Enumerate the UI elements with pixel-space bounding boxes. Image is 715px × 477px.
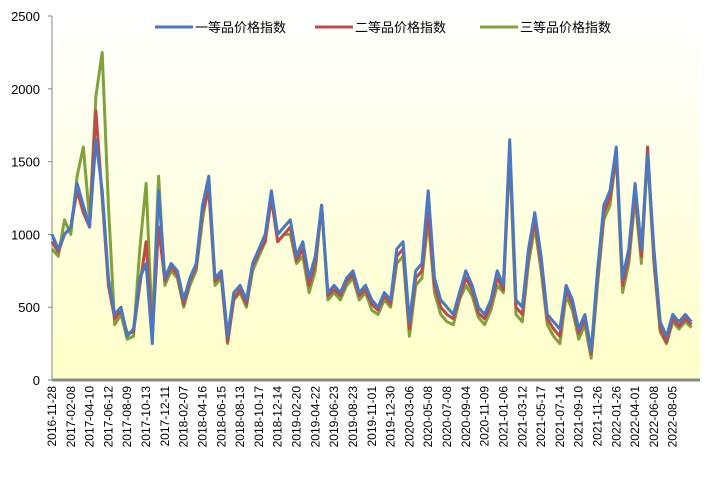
x-tick-label: 2017-12-11 — [158, 386, 172, 447]
y-tick-label: 0 — [33, 373, 40, 388]
y-tick-label: 2000 — [11, 82, 40, 97]
x-tick-label: 2020-07-08 — [440, 386, 454, 448]
x-tick-label: 2021-09-10 — [572, 386, 586, 448]
x-tick-label: 2021-07-14 — [553, 386, 567, 448]
legend-label: 一等品价格指数 — [195, 20, 286, 35]
x-tick-label: 2020-05-08 — [421, 386, 435, 448]
x-tick-label: 2018-02-07 — [177, 386, 191, 448]
legend-label: 三等品价格指数 — [520, 20, 611, 35]
x-tick-label: 2017-02-08 — [64, 386, 78, 448]
plot-area — [52, 16, 700, 380]
x-tick-label: 2017-06-12 — [101, 386, 115, 448]
y-tick-label: 500 — [18, 300, 40, 315]
x-tick-label: 2019-04-22 — [308, 386, 322, 448]
x-tick-label: 2021-01-06 — [496, 386, 510, 448]
y-tick-label: 2500 — [11, 9, 40, 24]
x-tick-label: 2021-05-17 — [534, 386, 548, 448]
x-tick-label: 2022-06-08 — [647, 386, 661, 448]
x-tick-label: 2020-11-09 — [478, 386, 492, 447]
x-tick-label: 2022-01-26 — [609, 386, 623, 448]
x-tick-label: 2018-12-14 — [271, 386, 285, 448]
x-tick-label: 2017-04-10 — [83, 386, 97, 448]
x-tick-label: 2022-04-01 — [628, 386, 642, 448]
legend-label: 二等品价格指数 — [355, 20, 446, 35]
x-tick-label: 2017-08-09 — [120, 386, 134, 448]
x-tick-label: 2020-09-04 — [459, 386, 473, 448]
x-tick-label: 2021-03-12 — [515, 386, 529, 448]
x-tick-label: 2019-02-20 — [290, 386, 304, 448]
x-tick-label: 2018-08-13 — [233, 386, 247, 448]
x-tick-label: 2020-03-06 — [402, 386, 416, 448]
y-tick-label: 1500 — [11, 155, 40, 170]
x-tick-label: 2019-12-30 — [384, 386, 398, 448]
x-tick-label: 2022-08-05 — [666, 386, 680, 448]
x-tick-label: 2019-11-01 — [365, 386, 379, 447]
y-tick-label: 1000 — [11, 227, 40, 242]
x-tick-label: 2018-10-17 — [252, 386, 266, 448]
x-tick-label: 2018-04-16 — [195, 386, 209, 448]
x-tick-label: 2018-06-15 — [214, 386, 228, 448]
x-tick-label: 2019-08-23 — [346, 386, 360, 448]
x-tick-label: 2019-06-23 — [327, 386, 341, 448]
x-tick-label: 2016-11-28 — [45, 386, 59, 447]
x-tick-label: 2017-10-13 — [139, 386, 153, 448]
x-tick-label: 2021-11-26 — [590, 386, 604, 447]
series-line — [50, 138, 693, 353]
